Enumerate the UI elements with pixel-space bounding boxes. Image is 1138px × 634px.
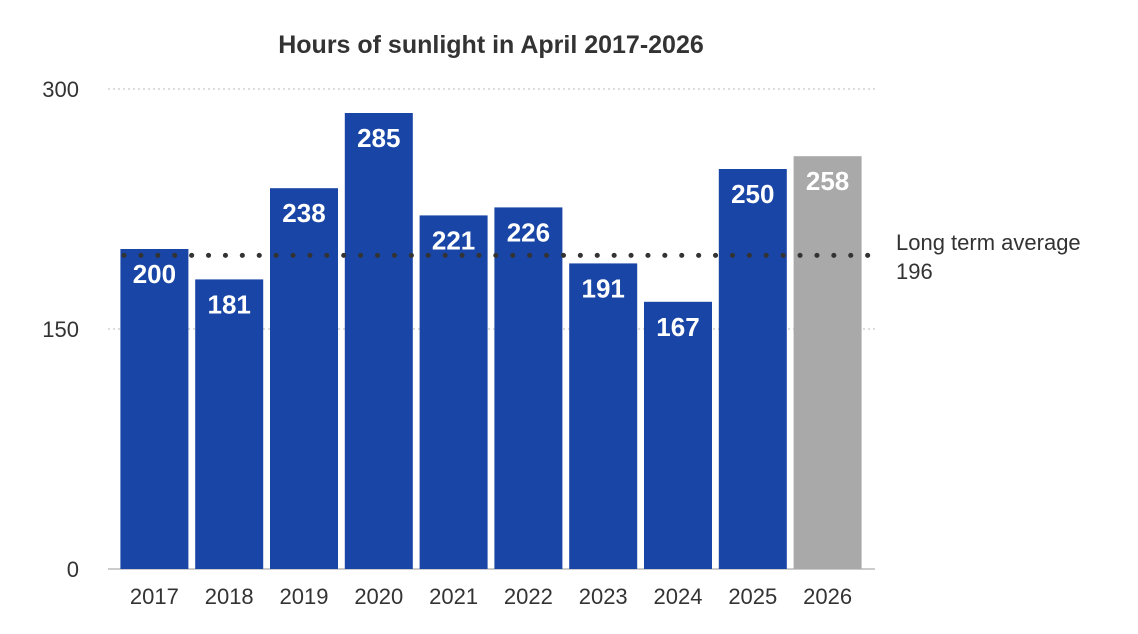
bar-value-label: 226 bbox=[507, 217, 550, 247]
bar bbox=[644, 301, 712, 569]
y-tick-label: 0 bbox=[67, 557, 79, 582]
bar bbox=[344, 113, 413, 569]
bar bbox=[494, 207, 563, 569]
bar bbox=[793, 156, 862, 569]
y-tick-label: 300 bbox=[42, 77, 79, 102]
x-tick-label: 2018 bbox=[205, 584, 254, 609]
bar bbox=[270, 188, 338, 569]
chart-title: Hours of sunlight in April 2017-2026 bbox=[278, 31, 704, 59]
x-tick-label: 2022 bbox=[504, 584, 553, 609]
bar-value-label: 200 bbox=[133, 259, 176, 289]
bar bbox=[718, 169, 787, 569]
bar-value-label: 258 bbox=[806, 166, 849, 196]
bar bbox=[419, 215, 488, 569]
x-tick-label: 2023 bbox=[579, 584, 628, 609]
bar-value-label: 181 bbox=[208, 289, 251, 319]
x-tick-label: 2025 bbox=[728, 584, 777, 609]
bar-value-label: 238 bbox=[282, 198, 325, 228]
bar bbox=[569, 263, 638, 569]
x-axis-ticks: 2017 2018 2019 2020 2021 2022 2023 2024 2025 2026 bbox=[130, 584, 852, 609]
y-tick-label: 150 bbox=[42, 317, 79, 342]
bar-value-label: 250 bbox=[731, 179, 774, 209]
bar-value-label: 285 bbox=[357, 123, 400, 153]
bars bbox=[120, 113, 862, 569]
bar-value-label: 167 bbox=[656, 312, 699, 342]
average-label: Long term average bbox=[896, 230, 1081, 255]
bar bbox=[120, 249, 189, 569]
average-value-label: 196 bbox=[896, 259, 933, 284]
x-tick-label: 2017 bbox=[130, 584, 179, 609]
x-tick-label: 2019 bbox=[280, 584, 329, 609]
x-tick-label: 2020 bbox=[354, 584, 403, 609]
x-tick-label: 2021 bbox=[429, 584, 478, 609]
x-tick-label: 2026 bbox=[803, 584, 852, 609]
bar-value-labels: 200 181 238 285 221 226 191 167 250 258 bbox=[133, 123, 850, 342]
bar-value-label: 221 bbox=[432, 225, 475, 255]
x-tick-label: 2024 bbox=[654, 584, 703, 609]
bar-value-label: 191 bbox=[582, 273, 625, 303]
bar bbox=[195, 279, 264, 569]
y-axis-ticks: 0 150 300 bbox=[42, 77, 79, 582]
